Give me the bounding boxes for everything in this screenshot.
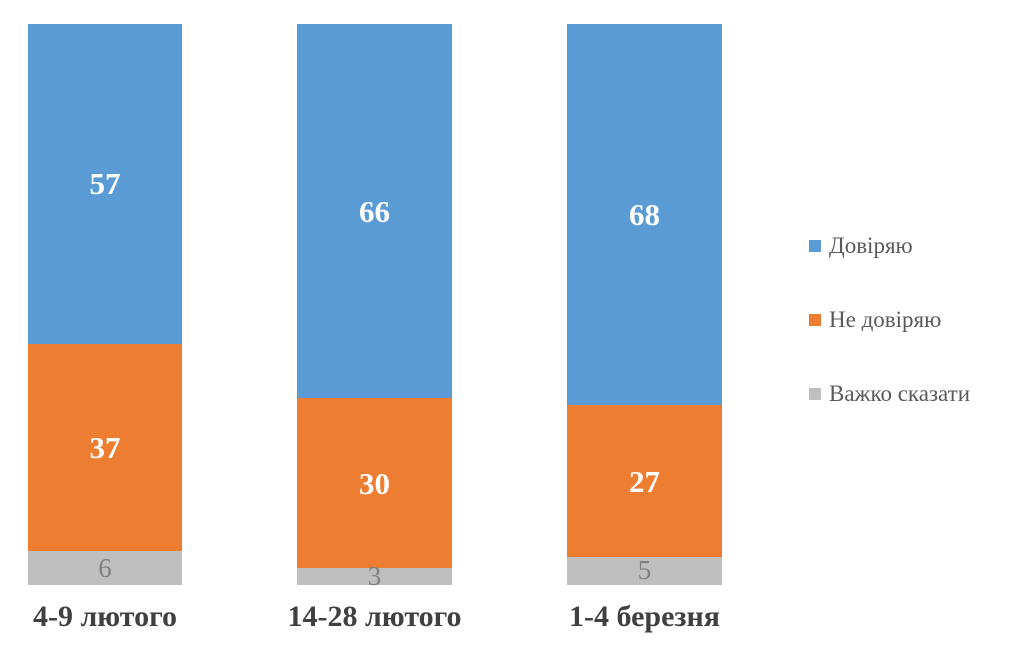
data-label: 68 xyxy=(629,197,660,233)
category-label-feb-14-28: 14-28 лютого xyxy=(287,600,462,633)
legend-label: Не довіряю xyxy=(829,307,942,332)
plot-area: 57 37 6 66 30 3 68 27 xyxy=(0,24,780,590)
legend: Довіряю Не довіряю Важко сказати xyxy=(809,232,970,454)
legend-swatch-trust-icon xyxy=(809,240,821,252)
bar-group-mar-1-4: 68 27 5 xyxy=(567,24,722,585)
legend-item-distrust: Не довіряю xyxy=(809,306,970,334)
segment-distrust: 30 xyxy=(297,398,452,568)
legend-label: Важко сказати xyxy=(829,381,970,406)
data-label: 37 xyxy=(89,430,121,466)
bar-group-feb-14-28: 66 30 3 xyxy=(297,24,452,590)
data-label: 6 xyxy=(98,552,112,583)
data-label: 57 xyxy=(89,166,121,202)
bar-group-feb-4-9: 57 37 6 xyxy=(28,24,182,585)
legend-swatch-distrust-icon xyxy=(809,314,821,326)
data-label: 30 xyxy=(359,465,390,501)
data-label: 3 xyxy=(367,561,382,591)
segment-distrust: 37 xyxy=(28,343,182,552)
data-label: 27 xyxy=(629,463,660,499)
data-label: 5 xyxy=(637,555,652,586)
legend-item-trust: Довіряю xyxy=(809,232,970,260)
segment-hard-to-say: 3 xyxy=(297,563,452,590)
data-label: 66 xyxy=(359,193,390,229)
legend-swatch-hard-to-say-icon xyxy=(809,388,821,400)
segment-trust: 66 xyxy=(297,24,452,398)
category-label-mar-1-4: 1-4 березня xyxy=(569,600,720,633)
segment-hard-to-say: 5 xyxy=(567,555,722,586)
segment-trust: 68 xyxy=(567,24,722,406)
legend-label: Довіряю xyxy=(829,233,913,258)
legend-item-hard-to-say: Важко сказати xyxy=(809,380,970,408)
segment-hard-to-say: 6 xyxy=(28,551,182,585)
segment-distrust: 27 xyxy=(567,405,722,557)
category-label-feb-4-9: 4-9 лютого xyxy=(32,600,178,633)
segment-trust: 57 xyxy=(28,24,182,344)
